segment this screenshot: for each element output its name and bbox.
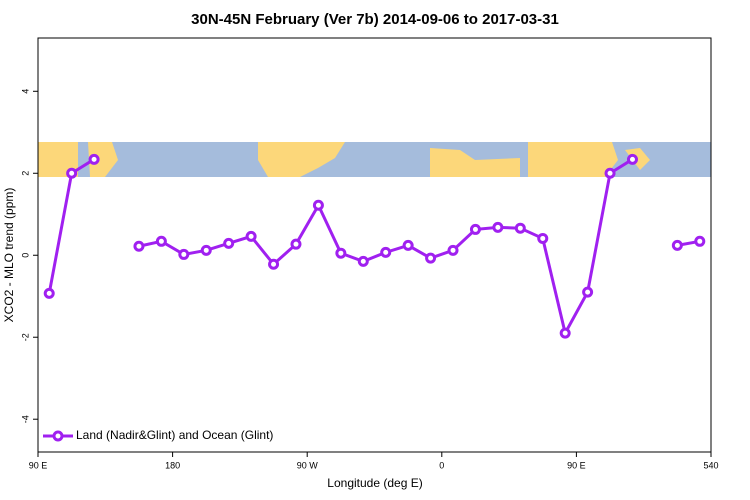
- point: [290, 238, 302, 250]
- y-tick-label: -4: [20, 415, 30, 423]
- chart-title: 30N-45N February (Ver 7b) 2014-09-06 to …: [191, 11, 559, 28]
- y-tick-label: 2: [20, 171, 30, 176]
- x-tick-label: 540: [703, 460, 718, 470]
- point: [43, 287, 55, 299]
- x-tick-label: 90 E: [567, 460, 586, 470]
- point: [582, 286, 594, 298]
- point: [200, 244, 212, 256]
- y-tick-label: 4: [20, 89, 30, 94]
- point: [245, 230, 257, 242]
- point: [66, 167, 78, 179]
- point: [694, 235, 706, 247]
- point: [604, 167, 616, 179]
- series-line: [138, 158, 634, 338]
- point: [357, 255, 369, 267]
- point: [537, 232, 549, 244]
- point: [155, 235, 167, 247]
- x-tick-label: 90 W: [297, 460, 319, 470]
- point: [380, 246, 392, 258]
- point: [492, 221, 504, 233]
- y-axis-label: XCO2 - MLO trend (ppm): [2, 188, 16, 323]
- point: [559, 327, 571, 339]
- point: [469, 223, 481, 235]
- point: [268, 258, 280, 270]
- point: [312, 199, 324, 211]
- point: [447, 244, 459, 256]
- point: [425, 252, 437, 264]
- x-tick-label: 180: [165, 460, 180, 470]
- point: [88, 153, 100, 165]
- point: [133, 240, 145, 252]
- point: [178, 248, 190, 260]
- x-tick-label: 90 E: [29, 460, 48, 470]
- point: [402, 239, 414, 251]
- x-axis-label: Longitude (deg E): [327, 476, 422, 490]
- y-tick-label: -2: [20, 333, 30, 341]
- x-tick-label: 0: [439, 460, 444, 470]
- legend-marker: [52, 430, 64, 442]
- plot-box: [37, 37, 712, 453]
- point: [514, 222, 526, 234]
- y-tick-label: 0: [20, 253, 30, 258]
- point: [626, 153, 638, 165]
- point: [671, 239, 683, 251]
- map-strip: [38, 142, 711, 177]
- point: [335, 247, 347, 259]
- legend-label: Land (Nadir&Glint) and Ocean (Glint): [76, 428, 273, 442]
- point: [223, 237, 235, 249]
- series-line: [47, 158, 95, 294]
